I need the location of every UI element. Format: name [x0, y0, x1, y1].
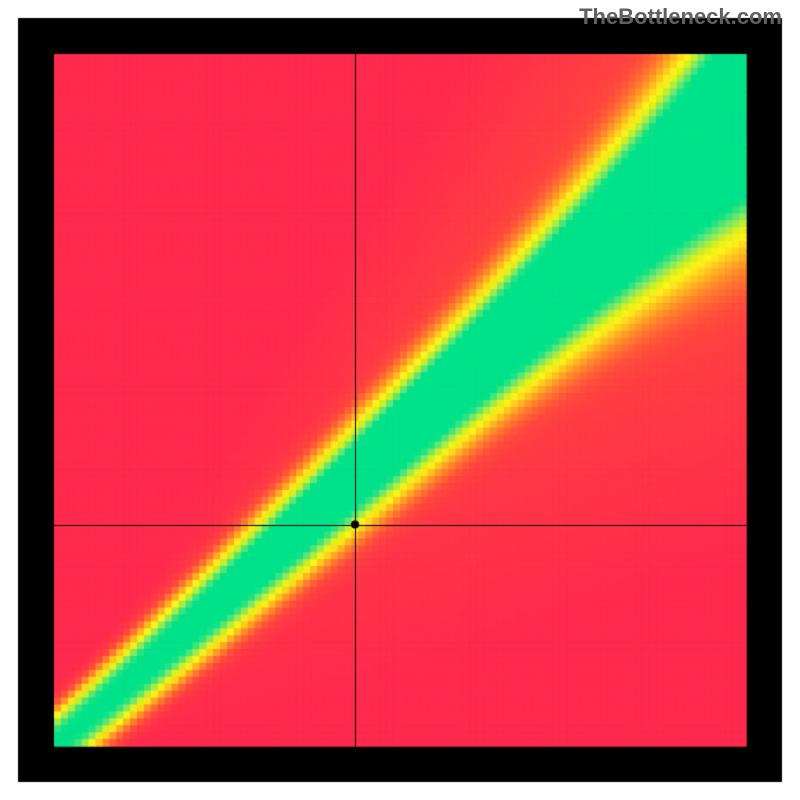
watermark-text: TheBottleneck.com — [579, 4, 782, 30]
chart-container: TheBottleneck.com — [0, 0, 800, 800]
bottleneck-heatmap — [0, 0, 800, 800]
